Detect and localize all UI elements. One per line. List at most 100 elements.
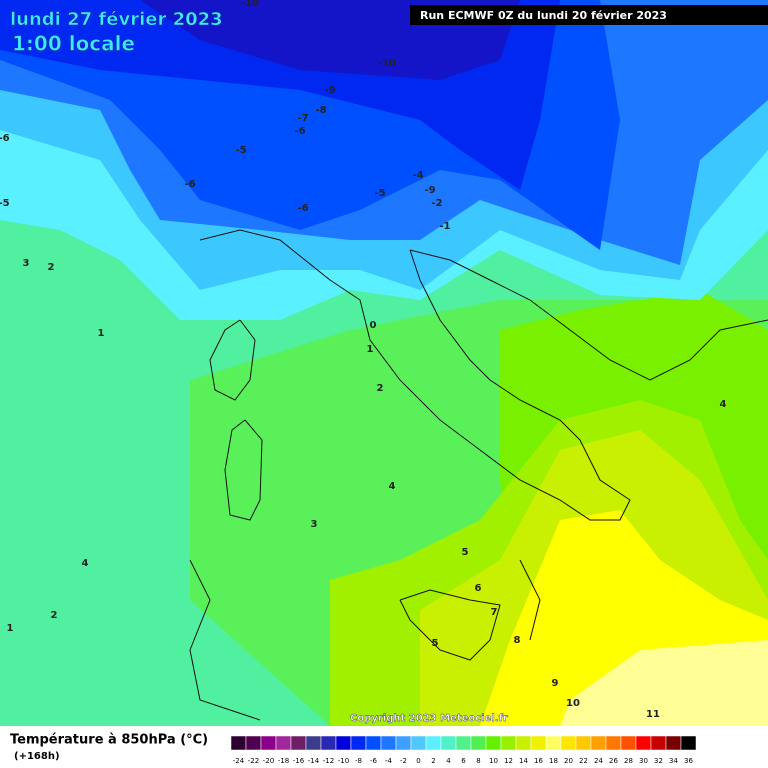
legend-label: -8 (355, 757, 362, 765)
contour-label: -9 (324, 85, 335, 96)
legend-label: -14 (308, 757, 320, 765)
legend-label: 6 (461, 757, 466, 765)
contour-label: 2 (48, 262, 55, 273)
legend-label: 16 (534, 757, 543, 765)
legend-label: -10 (338, 757, 349, 765)
legend-label: 24 (594, 757, 603, 765)
legend-label: 2 (431, 757, 435, 765)
contour-label: -2 (431, 198, 442, 209)
temperature-field (0, 0, 768, 726)
legend-label: -20 (263, 757, 274, 765)
contour-label: -6 (0, 133, 10, 144)
legend-label: 28 (624, 757, 633, 765)
legend-label: 18 (549, 757, 558, 765)
contour-label: 1 (7, 623, 14, 634)
legend-label: 22 (579, 757, 588, 765)
legend-label: 14 (519, 757, 528, 765)
contour-label: 8 (514, 635, 521, 646)
contour-label: -1 (439, 221, 450, 232)
contour-label: -8 (315, 105, 326, 116)
contour-label: 0 (370, 320, 377, 331)
contour-label: -10 (241, 0, 259, 9)
contour-label: 6 (475, 583, 482, 594)
contour-label: 7 (491, 607, 498, 618)
contour-label: -9 (424, 185, 435, 196)
contour-label: -10 (378, 58, 396, 69)
legend-swatch (665, 735, 682, 751)
contour-label: 9 (552, 678, 559, 689)
legend-label: 30 (639, 757, 648, 765)
legend-swatch (290, 735, 307, 751)
contour-label: -5 (374, 188, 385, 199)
lead-time: (+168h) (14, 751, 60, 762)
run-label: Run ECMWF 0Z du lundi 20 février 2023 (420, 9, 667, 22)
contour-label: -4 (412, 170, 423, 181)
legend-swatch (410, 735, 427, 751)
legend-label: -16 (293, 757, 305, 765)
copyright: Copyright 2023 Meteociel.fr (350, 713, 508, 724)
legend-swatch (515, 735, 532, 751)
legend-swatch (500, 735, 517, 751)
contour-label: 10 (566, 698, 580, 709)
legend-label: -22 (248, 757, 259, 765)
legend-swatch (395, 735, 412, 751)
legend-label: 0 (416, 757, 420, 765)
contour-label: -6 (297, 203, 308, 214)
legend-label: 34 (669, 757, 678, 765)
legend-swatch (590, 735, 607, 751)
contour-label: -5 (0, 198, 10, 209)
contour-label: -6 (184, 179, 195, 190)
legend-swatch (350, 735, 367, 751)
legend-swatch (425, 735, 442, 751)
legend-swatch (620, 735, 637, 751)
legend-label: 26 (609, 757, 618, 765)
contour-label: -5 (235, 145, 246, 156)
legend-swatch (680, 735, 697, 751)
legend-swatch (560, 735, 577, 751)
contour-label: -7 (297, 113, 308, 124)
coastlines (189, 229, 768, 721)
legend-swatch (365, 735, 382, 751)
contour-label: 4 (82, 558, 89, 569)
legend-label: 12 (504, 757, 513, 765)
time-label: 1:00 locale (12, 32, 135, 56)
contour-label: 3 (23, 258, 30, 269)
contour-label: 2 (51, 610, 58, 621)
legend-label: -24 (233, 757, 245, 765)
legend-swatch (470, 735, 487, 751)
date-label: lundi 27 février 2023 (10, 9, 223, 30)
contour-label: 5 (432, 638, 439, 649)
legend-swatch (650, 735, 667, 751)
legend-swatch (455, 735, 472, 751)
legend-swatch (230, 735, 247, 751)
contour-label: 11 (646, 709, 660, 720)
contour-label: 2 (377, 383, 384, 394)
run-box (410, 5, 768, 25)
legend-swatch (275, 735, 292, 751)
legend-swatch (320, 735, 337, 751)
legend-label: -6 (370, 757, 378, 765)
contour-label: 1 (367, 344, 374, 355)
contour-label: 3 (311, 519, 318, 530)
contour-label: 4 (389, 481, 396, 492)
legend-swatch (335, 735, 352, 751)
legend-swatch (260, 735, 277, 751)
legend-label: -12 (323, 757, 334, 765)
contour-label: 5 (462, 547, 469, 558)
legend-label: -2 (400, 757, 407, 765)
contour-label: -6 (294, 126, 305, 137)
legend-swatch (440, 735, 457, 751)
legend-label: 36 (684, 757, 693, 765)
legend-title: Température à 850hPa (°C) (10, 733, 208, 748)
legend-label: -18 (278, 757, 289, 765)
legend-label: 4 (446, 757, 451, 765)
legend-swatch (245, 735, 262, 751)
legend-swatch (530, 735, 547, 751)
legend: -24 -22 -20 -18 -16 -14 -12 -10 -8 -6 -4 -2 0 2 4 6 8 10 1… (230, 735, 697, 765)
contour-label: 4 (720, 399, 727, 410)
legend-swatch (635, 735, 652, 751)
legend-swatch (305, 735, 322, 751)
legend-label: -4 (385, 757, 393, 765)
